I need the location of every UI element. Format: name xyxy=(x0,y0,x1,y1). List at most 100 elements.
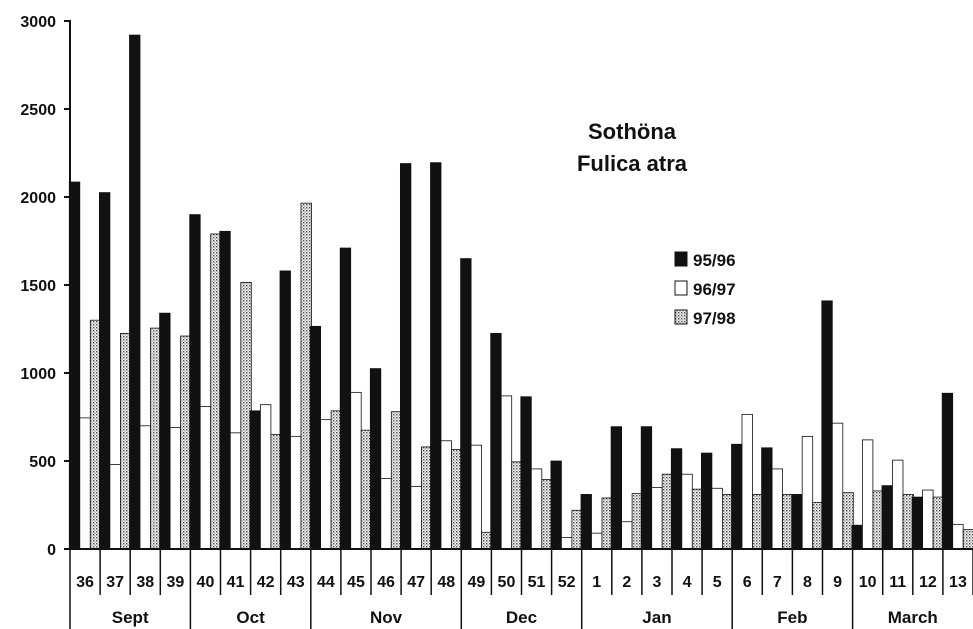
bar-96-97-5 xyxy=(711,487,723,550)
x-tick-label: 52 xyxy=(558,574,576,591)
x-tick-label: 6 xyxy=(743,574,752,591)
bar-96-97-47 xyxy=(410,486,422,550)
x-tick-label: 42 xyxy=(257,574,275,591)
bar-95-96-44 xyxy=(309,325,322,550)
bar-96-97-6 xyxy=(741,413,753,550)
bar-95-96-51 xyxy=(520,396,532,550)
bar-96-97-48 xyxy=(440,440,452,550)
bar-96-97-3 xyxy=(651,486,663,550)
x-tick-label: 48 xyxy=(437,574,455,591)
bar-95-96-39 xyxy=(159,312,171,550)
x-tick-label: 13 xyxy=(949,574,967,591)
bar-95-96-47 xyxy=(399,163,412,550)
x-tick-label: 9 xyxy=(833,574,842,591)
x-tick-label: 36 xyxy=(76,574,94,591)
bar-95-96-12 xyxy=(911,496,923,550)
legend-swatch xyxy=(674,280,688,296)
bar-96-97-4 xyxy=(681,473,693,550)
x-tick-label: 2 xyxy=(622,574,631,591)
bar-95-96-46 xyxy=(369,368,382,550)
bar-96-97-42 xyxy=(259,404,272,550)
bar-96-97-41 xyxy=(229,432,242,550)
title-block: Sothöna Fulica atra xyxy=(577,119,688,176)
bar-96-97-2 xyxy=(621,521,633,550)
bar-96-97-49 xyxy=(470,444,483,550)
bar-96-97-40 xyxy=(199,406,212,550)
y-axis: 0 500 1000 1500 2000 2500 3000 xyxy=(20,14,71,559)
bar-96-97-7 xyxy=(771,468,783,550)
bar-95-96-10 xyxy=(851,524,863,550)
x-tick-label: 37 xyxy=(106,574,124,591)
bar-95-96-38 xyxy=(129,34,141,550)
y-tick-label: 3000 xyxy=(20,14,56,31)
bar-95-96-48 xyxy=(430,162,442,550)
legend-swatch xyxy=(674,309,688,325)
bar-95-96-43 xyxy=(279,270,291,550)
x-tick-label: 50 xyxy=(498,574,516,591)
bar-95-96-5 xyxy=(701,452,713,550)
bar-96-97-50 xyxy=(500,395,513,550)
month-label: Dec xyxy=(506,608,537,627)
bar-96-97-13 xyxy=(952,523,964,550)
bar-97-98-13 xyxy=(962,529,973,550)
month-label: Nov xyxy=(370,608,403,627)
bar-95-96-8 xyxy=(791,494,803,550)
y-tick-label: 500 xyxy=(29,454,56,471)
bar-95-96-6 xyxy=(731,443,743,550)
chart-subtitle: Fulica atra xyxy=(577,151,688,176)
x-tick-label: 11 xyxy=(889,574,906,591)
bar-96-97-8 xyxy=(801,435,814,550)
bar-96-97-12 xyxy=(922,489,934,550)
x-tick-label: 40 xyxy=(197,574,215,591)
month-label: Sept xyxy=(112,608,149,627)
x-tick-label: 8 xyxy=(803,574,812,591)
bar-95-96-7 xyxy=(761,447,773,550)
bar-96-97-46 xyxy=(380,478,392,550)
bar-95-96-52 xyxy=(550,460,562,550)
bar-96-97-37 xyxy=(109,464,121,550)
x-tick-label: 10 xyxy=(859,574,877,591)
legend: 95/96 96/97 97/98 xyxy=(674,251,736,328)
x-tick-label: 46 xyxy=(377,574,395,591)
bar-95-96-11 xyxy=(881,485,893,550)
month-label: Oct xyxy=(236,608,265,627)
x-tick-label: 38 xyxy=(136,574,154,591)
bar-95-96-41 xyxy=(219,230,231,550)
bar-96-97-45 xyxy=(350,391,362,550)
x-tick-label: 44 xyxy=(317,574,335,591)
bar-96-97-10 xyxy=(862,439,874,550)
bar-96-97-44 xyxy=(320,419,332,550)
legend-label: 96/97 xyxy=(693,280,736,299)
x-tick-label: 51 xyxy=(528,574,546,591)
bar-95-96-2 xyxy=(610,426,622,550)
bar-96-97-1 xyxy=(591,532,603,550)
month-label: Feb xyxy=(777,608,807,627)
x-tick-label: 43 xyxy=(287,574,305,591)
x-tick-label: 3 xyxy=(652,574,661,591)
x-tick-label: 4 xyxy=(683,574,692,591)
bar-95-96-1 xyxy=(580,494,592,550)
bar-95-96-40 xyxy=(189,214,201,550)
y-tick-label: 0 xyxy=(47,542,56,559)
x-tick-label: 39 xyxy=(166,574,184,591)
legend-swatch xyxy=(674,251,688,267)
month-label: Jan xyxy=(642,608,671,627)
bar-95-96-4 xyxy=(670,448,683,550)
x-tick-label: 1 xyxy=(592,574,601,591)
y-tick-label: 2500 xyxy=(20,102,56,119)
bar-95-96-37 xyxy=(99,192,111,550)
x-tick-label: 45 xyxy=(347,574,365,591)
bar-96-97-52 xyxy=(561,537,573,550)
bar-96-97-36 xyxy=(79,417,91,550)
month-label: March xyxy=(888,608,938,627)
bar-96-97-51 xyxy=(530,468,543,550)
legend-label: 97/98 xyxy=(693,309,736,328)
x-axis: 36 37 38 39 40 41 42 43 44 45 46 47 48 49 50 51 52 1 2 3 4 5 6… xyxy=(69,548,973,629)
bar-95-96-36 xyxy=(68,181,81,550)
bar-95-96-45 xyxy=(339,247,352,550)
legend-label: 95/96 xyxy=(693,251,736,270)
bar-96-97-11 xyxy=(892,459,904,550)
x-tick-label: 41 xyxy=(227,574,245,591)
bar-95-96-42 xyxy=(249,410,261,550)
